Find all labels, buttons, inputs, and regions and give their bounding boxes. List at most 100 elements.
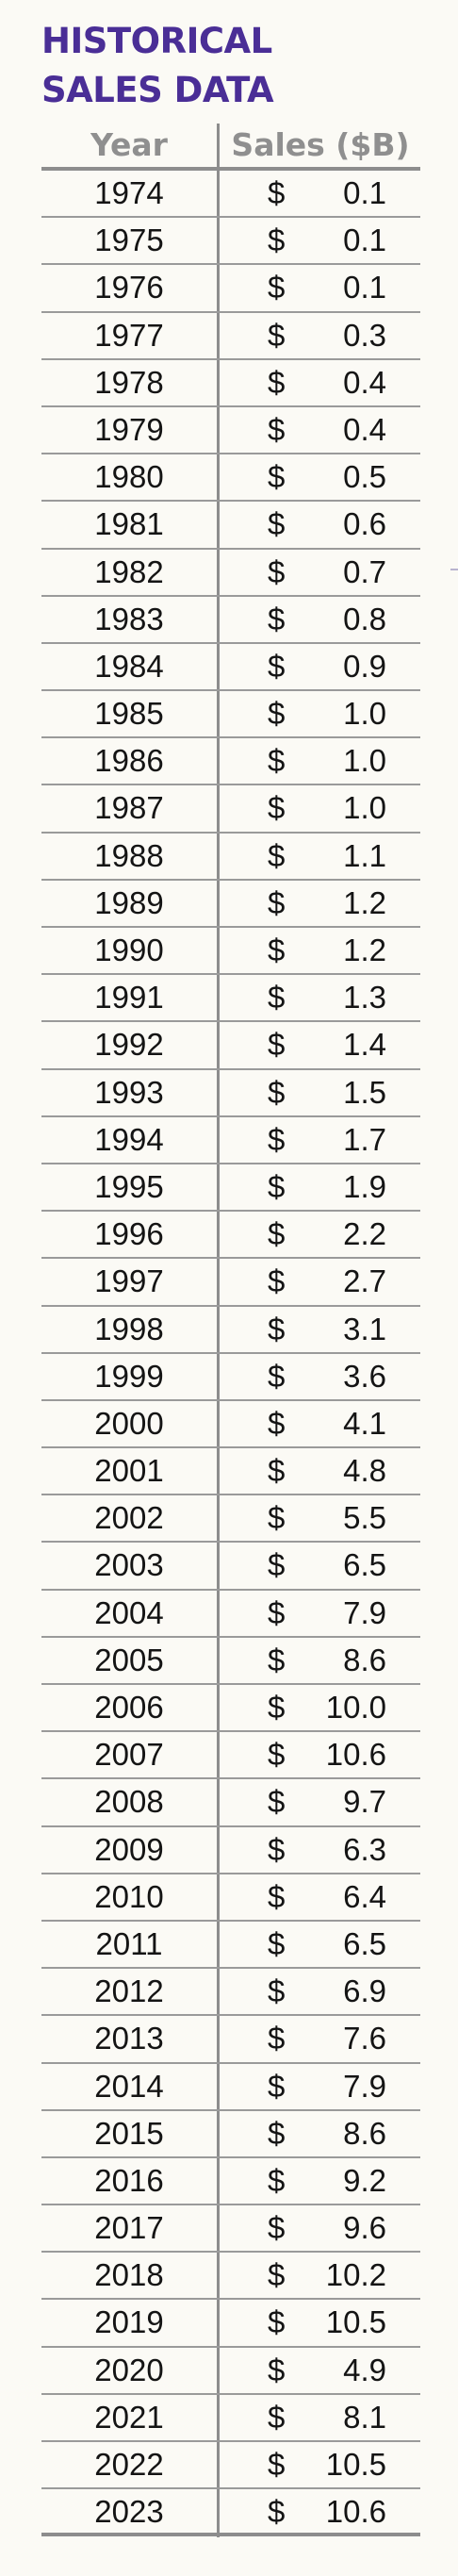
table-row: 1999 $3.6	[41, 1354, 420, 1401]
year-cell: 2003	[94, 1547, 164, 1583]
year-cell: 1975	[94, 223, 164, 258]
sales-cell: 3.6	[343, 1358, 386, 1394]
sales-cell: 8.6	[343, 2115, 386, 2151]
currency-symbol: $	[268, 1358, 286, 1394]
year-cell: 1996	[94, 1216, 164, 1252]
sales-table: Year Sales ($B) 1974 $0.1 1975 $0.1 1976 $0.1…	[41, 124, 420, 2537]
sales-cell: 7.9	[343, 2068, 386, 2104]
sales-cell: 0.3	[343, 317, 386, 353]
currency-symbol: $	[268, 933, 286, 967]
table-row: 1986 $1.0	[41, 738, 420, 786]
year-cell: 1979	[94, 411, 164, 447]
sales-cell: 1.3	[343, 980, 386, 1016]
table-row: 2011 $6.5	[41, 1922, 420, 1970]
sales-cell: 0.1	[343, 175, 386, 210]
table-row: 1992 $1.4	[41, 1022, 420, 1070]
currency-symbol: $	[268, 790, 286, 826]
currency-symbol: $	[268, 601, 286, 636]
year-cell: 2015	[94, 2115, 164, 2151]
currency-symbol: $	[268, 648, 286, 684]
sales-cell: 0.8	[343, 601, 386, 636]
title-line-1: HISTORICAL	[41, 21, 272, 61]
year-cell: 2002	[94, 1500, 164, 1536]
table-row: 2000 $4.1	[41, 1401, 420, 1449]
table-row: 1974 $0.1	[41, 171, 420, 219]
currency-symbol: $	[268, 223, 286, 258]
sales-cell: 0.7	[343, 553, 386, 589]
sales-cell: 7.6	[343, 2021, 386, 2056]
table-row: 1989 $1.2	[41, 881, 420, 928]
currency-symbol: $	[268, 317, 286, 353]
sales-cell: 4.8	[343, 1453, 386, 1489]
table-row: 2012 $6.9	[41, 1969, 420, 2017]
year-cell: 1986	[94, 743, 164, 779]
year-cell: 1993	[94, 1074, 164, 1110]
year-cell: 1997	[94, 1263, 164, 1299]
sales-cell: 10.0	[325, 1690, 386, 1725]
currency-symbol: $	[268, 270, 286, 305]
table-row: 2017 $9.6	[41, 2205, 420, 2254]
currency-symbol: $	[268, 1690, 286, 1725]
currency-symbol: $	[268, 1784, 286, 1820]
sales-cell: 8.6	[343, 1642, 386, 1677]
table-row: 1985 $1.0	[41, 691, 420, 739]
currency-symbol: $	[268, 1737, 286, 1773]
currency-symbol: $	[268, 1121, 286, 1157]
sales-cell: 5.5	[343, 1500, 386, 1536]
year-cell: 2022	[94, 2447, 164, 2482]
table-row: 2007 $10.6	[41, 1732, 420, 1780]
page-title: HISTORICAL SALES DATA	[41, 17, 274, 115]
table-row: 2005 $8.6	[41, 1638, 420, 1685]
currency-symbol: $	[268, 1263, 286, 1299]
currency-symbol: $	[268, 1642, 286, 1677]
currency-symbol: $	[268, 2494, 286, 2530]
table-row: 2020 $4.9	[41, 2348, 420, 2395]
year-cell: 1977	[94, 317, 164, 353]
table-row: 2004 $7.9	[41, 1591, 420, 1638]
sales-cell: 10.6	[325, 1737, 386, 1773]
sales-cell: 10.2	[325, 2257, 386, 2293]
currency-symbol: $	[268, 1311, 286, 1346]
table-row: 2023 $10.6	[41, 2489, 420, 2537]
sales-cell: 0.4	[343, 364, 386, 400]
year-cell: 1980	[94, 459, 164, 495]
currency-symbol: $	[268, 1168, 286, 1204]
sales-cell: 0.4	[343, 411, 386, 447]
sales-cell: 2.7	[343, 1263, 386, 1299]
table-row: 1994 $1.7	[41, 1117, 420, 1164]
table-row: 1978 $0.4	[41, 360, 420, 407]
edge-marker	[450, 569, 458, 570]
table-row: 2014 $7.9	[41, 2064, 420, 2111]
currency-symbol: $	[268, 553, 286, 589]
table-row: 1993 $1.5	[41, 1070, 420, 1117]
table-row: 1979 $0.4	[41, 407, 420, 455]
year-cell: 2007	[94, 1737, 164, 1773]
table-row: 2022 $10.5	[41, 2442, 420, 2490]
year-cell: 2016	[94, 2162, 164, 2198]
sales-cell: 9.7	[343, 1784, 386, 1820]
sales-cell: 10.5	[325, 2447, 386, 2482]
table-row: 2003 $6.5	[41, 1543, 420, 1591]
sales-cell: 1.9	[343, 1168, 386, 1204]
year-cell: 2020	[94, 2352, 164, 2387]
currency-symbol: $	[268, 1027, 286, 1063]
currency-symbol: $	[268, 743, 286, 779]
currency-symbol: $	[268, 411, 286, 447]
table-row: 2009 $6.3	[41, 1827, 420, 1874]
year-cell: 2023	[94, 2494, 164, 2530]
sales-cell: 3.1	[343, 1311, 386, 1346]
year-cell: 1989	[94, 884, 164, 920]
year-cell: 2011	[95, 1925, 163, 1961]
year-cell: 2006	[94, 1690, 164, 1725]
year-cell: 2012	[94, 1973, 164, 2009]
currency-symbol: $	[268, 1405, 286, 1441]
table-row: 1981 $0.6	[41, 502, 420, 550]
table-row: 2015 $8.6	[41, 2111, 420, 2158]
table-row: 1984 $0.9	[41, 644, 420, 692]
sales-cell: 1.0	[343, 790, 386, 826]
currency-symbol: $	[268, 364, 286, 400]
currency-symbol: $	[268, 1973, 286, 2009]
year-cell: 1995	[94, 1168, 164, 1204]
year-cell: 1994	[94, 1121, 164, 1157]
table-row: 1990 $1.2	[41, 928, 420, 976]
